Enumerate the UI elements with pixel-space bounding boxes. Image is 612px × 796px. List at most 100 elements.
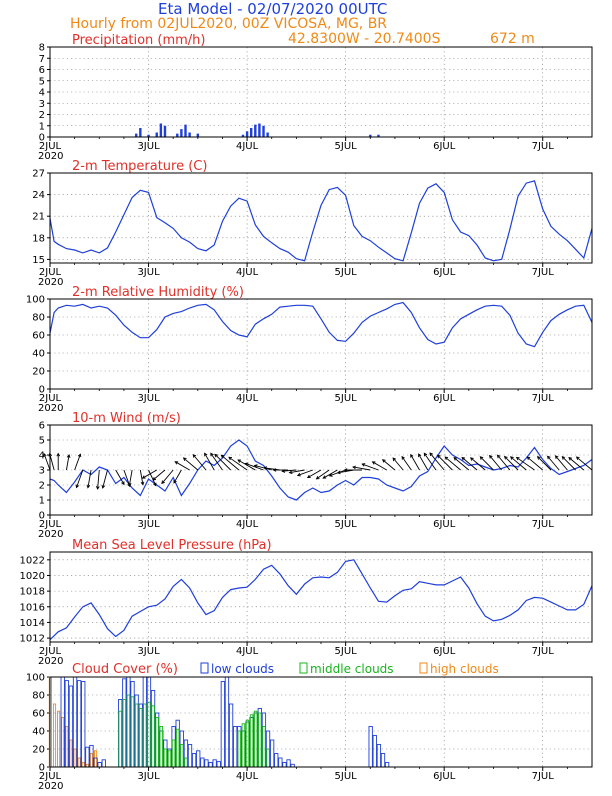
wind-barb-shaft: [576, 456, 593, 471]
rh-xtick-label: 4JUL: [236, 393, 259, 404]
wind-barb-shaft: [192, 454, 207, 471]
temp-xtick-label: 2JUL: [39, 267, 62, 278]
wind-xtick-label: 2JUL: [39, 519, 62, 530]
wind-barb-head: [336, 470, 341, 475]
wind-barb-shaft: [297, 469, 313, 476]
precip-bar: [188, 132, 191, 137]
wind-barb-shaft: [547, 455, 560, 471]
cloud-xtick-label: 5JUL: [335, 771, 358, 782]
precip-ytick-label: 1: [39, 121, 45, 132]
temp-series-line: [49, 180, 593, 262]
wind-barb-head: [228, 456, 233, 461]
wind-barb-head: [381, 459, 386, 463]
wind-barb-head: [127, 482, 132, 487]
wind-barb-shaft: [173, 469, 182, 484]
cloud-xtick-label: 4JUL: [236, 771, 259, 782]
cloud-title: Cloud Cover (%): [72, 662, 178, 677]
wind-barb-shaft: [220, 454, 240, 471]
mslp-xtick-label: 4JUL: [236, 646, 259, 657]
cloud-xtick-label: 2JUL: [39, 771, 62, 782]
wind-barb-head: [328, 473, 333, 477]
wind-ytick-label: 0: [39, 511, 45, 522]
precip-bar: [159, 123, 163, 137]
precip-year-label: 2020: [38, 151, 63, 162]
wind-barb-head: [288, 470, 293, 475]
rh-ytick-label: 80: [32, 313, 45, 324]
wind-barb-head: [237, 459, 242, 463]
wind-ytick-label: 3: [39, 466, 45, 477]
mslp-year-label: 2020: [38, 656, 63, 667]
wind-barb-shaft: [174, 461, 190, 471]
precip-ytick-label: 2: [39, 110, 45, 121]
wind-barb-head: [453, 456, 458, 461]
wind-barb-head: [418, 453, 422, 458]
wind-barb-shaft: [489, 455, 503, 471]
precip-title: Precipitation (mm/h): [72, 33, 205, 48]
rh-xtick-label: 3JUL: [137, 393, 160, 404]
wind-barb-shaft: [555, 455, 568, 471]
wind-barb-shaft: [561, 456, 576, 471]
temp-xtick-label: 5JUL: [335, 267, 358, 278]
wind-barb-shaft: [537, 456, 552, 471]
wind-barb-head: [153, 482, 157, 487]
wind-barb-shaft: [282, 469, 297, 472]
wind-barb-shaft: [142, 469, 157, 479]
mslp-xtick-label: 6JUL: [433, 646, 456, 657]
wind-barb-shaft: [444, 456, 461, 471]
precip-ytick-label: 3: [39, 99, 45, 110]
precip-bar: [258, 123, 261, 137]
wind-barb-head: [315, 476, 320, 480]
wind-barb-head: [296, 472, 301, 477]
wind-barb-head: [546, 455, 551, 460]
legend-low-swatch: [200, 662, 209, 674]
wind-xtick-label: 5JUL: [335, 519, 358, 530]
precip-bar: [249, 128, 253, 137]
wind-barb-shaft: [128, 469, 133, 486]
wind-barb-head: [263, 466, 268, 470]
wind-year-label: 2020: [38, 529, 63, 540]
rh-title: 2-m Relative Humidity (%): [72, 285, 244, 300]
precip-ytick-label: 4: [39, 88, 45, 99]
cloud-xtick-label: 3JUL: [137, 771, 160, 782]
wind-barb-head: [56, 452, 61, 457]
precip-xtick-label: 4JUL: [236, 141, 259, 152]
precip-ytick-label: 6: [39, 65, 45, 76]
wind-barb-head: [444, 456, 449, 460]
wind-ytick-label: 1: [39, 496, 45, 507]
wind-barb-head: [526, 456, 531, 460]
wind-xtick-label: 7JUL: [532, 519, 555, 530]
wind-barb-shaft: [392, 457, 404, 471]
wind-plot-frame: [49, 424, 593, 516]
precip-bar: [176, 133, 179, 137]
precip-bar: [254, 124, 257, 137]
wind-barb-head: [392, 457, 397, 462]
wind-ytick-label: 6: [39, 421, 45, 432]
cloud-ytick-label: 0: [39, 763, 45, 774]
temp-year-label: 2020: [38, 277, 63, 288]
wind-barb-head: [470, 457, 474, 461]
wind-barb-shaft: [527, 456, 544, 471]
wind-barb-head: [173, 479, 177, 484]
wind-barb-head: [77, 453, 82, 458]
precip-bar: [241, 134, 245, 137]
mslp-plot-frame: [49, 551, 593, 643]
wind-barb-shaft: [362, 463, 379, 471]
wind-barb-head: [322, 475, 327, 479]
cloud-ytick-label: 20: [32, 745, 45, 756]
temp-xtick-label: 6JUL: [433, 267, 456, 278]
rh-year-label: 2020: [38, 403, 63, 414]
header-title: Eta Model - 02/07/2020 00UTC: [158, 0, 387, 18]
header-coords: 42.8300W - 20.7400S: [288, 31, 441, 47]
wind-barb-head: [281, 469, 286, 473]
temp-ytick-label: 15: [32, 255, 45, 266]
wind-barb-shaft: [97, 469, 100, 490]
wind-barb-head: [554, 455, 559, 459]
cloud-year-label: 2020: [38, 781, 63, 792]
wind-barb-shaft: [115, 469, 125, 485]
wind-barb-head: [174, 461, 179, 465]
wind-barb-shaft: [382, 459, 396, 471]
cloud-xtick-label: 6JUL: [433, 771, 456, 782]
mslp-xtick-label: 2JUL: [39, 646, 62, 657]
wind-barb-head: [95, 486, 100, 490]
